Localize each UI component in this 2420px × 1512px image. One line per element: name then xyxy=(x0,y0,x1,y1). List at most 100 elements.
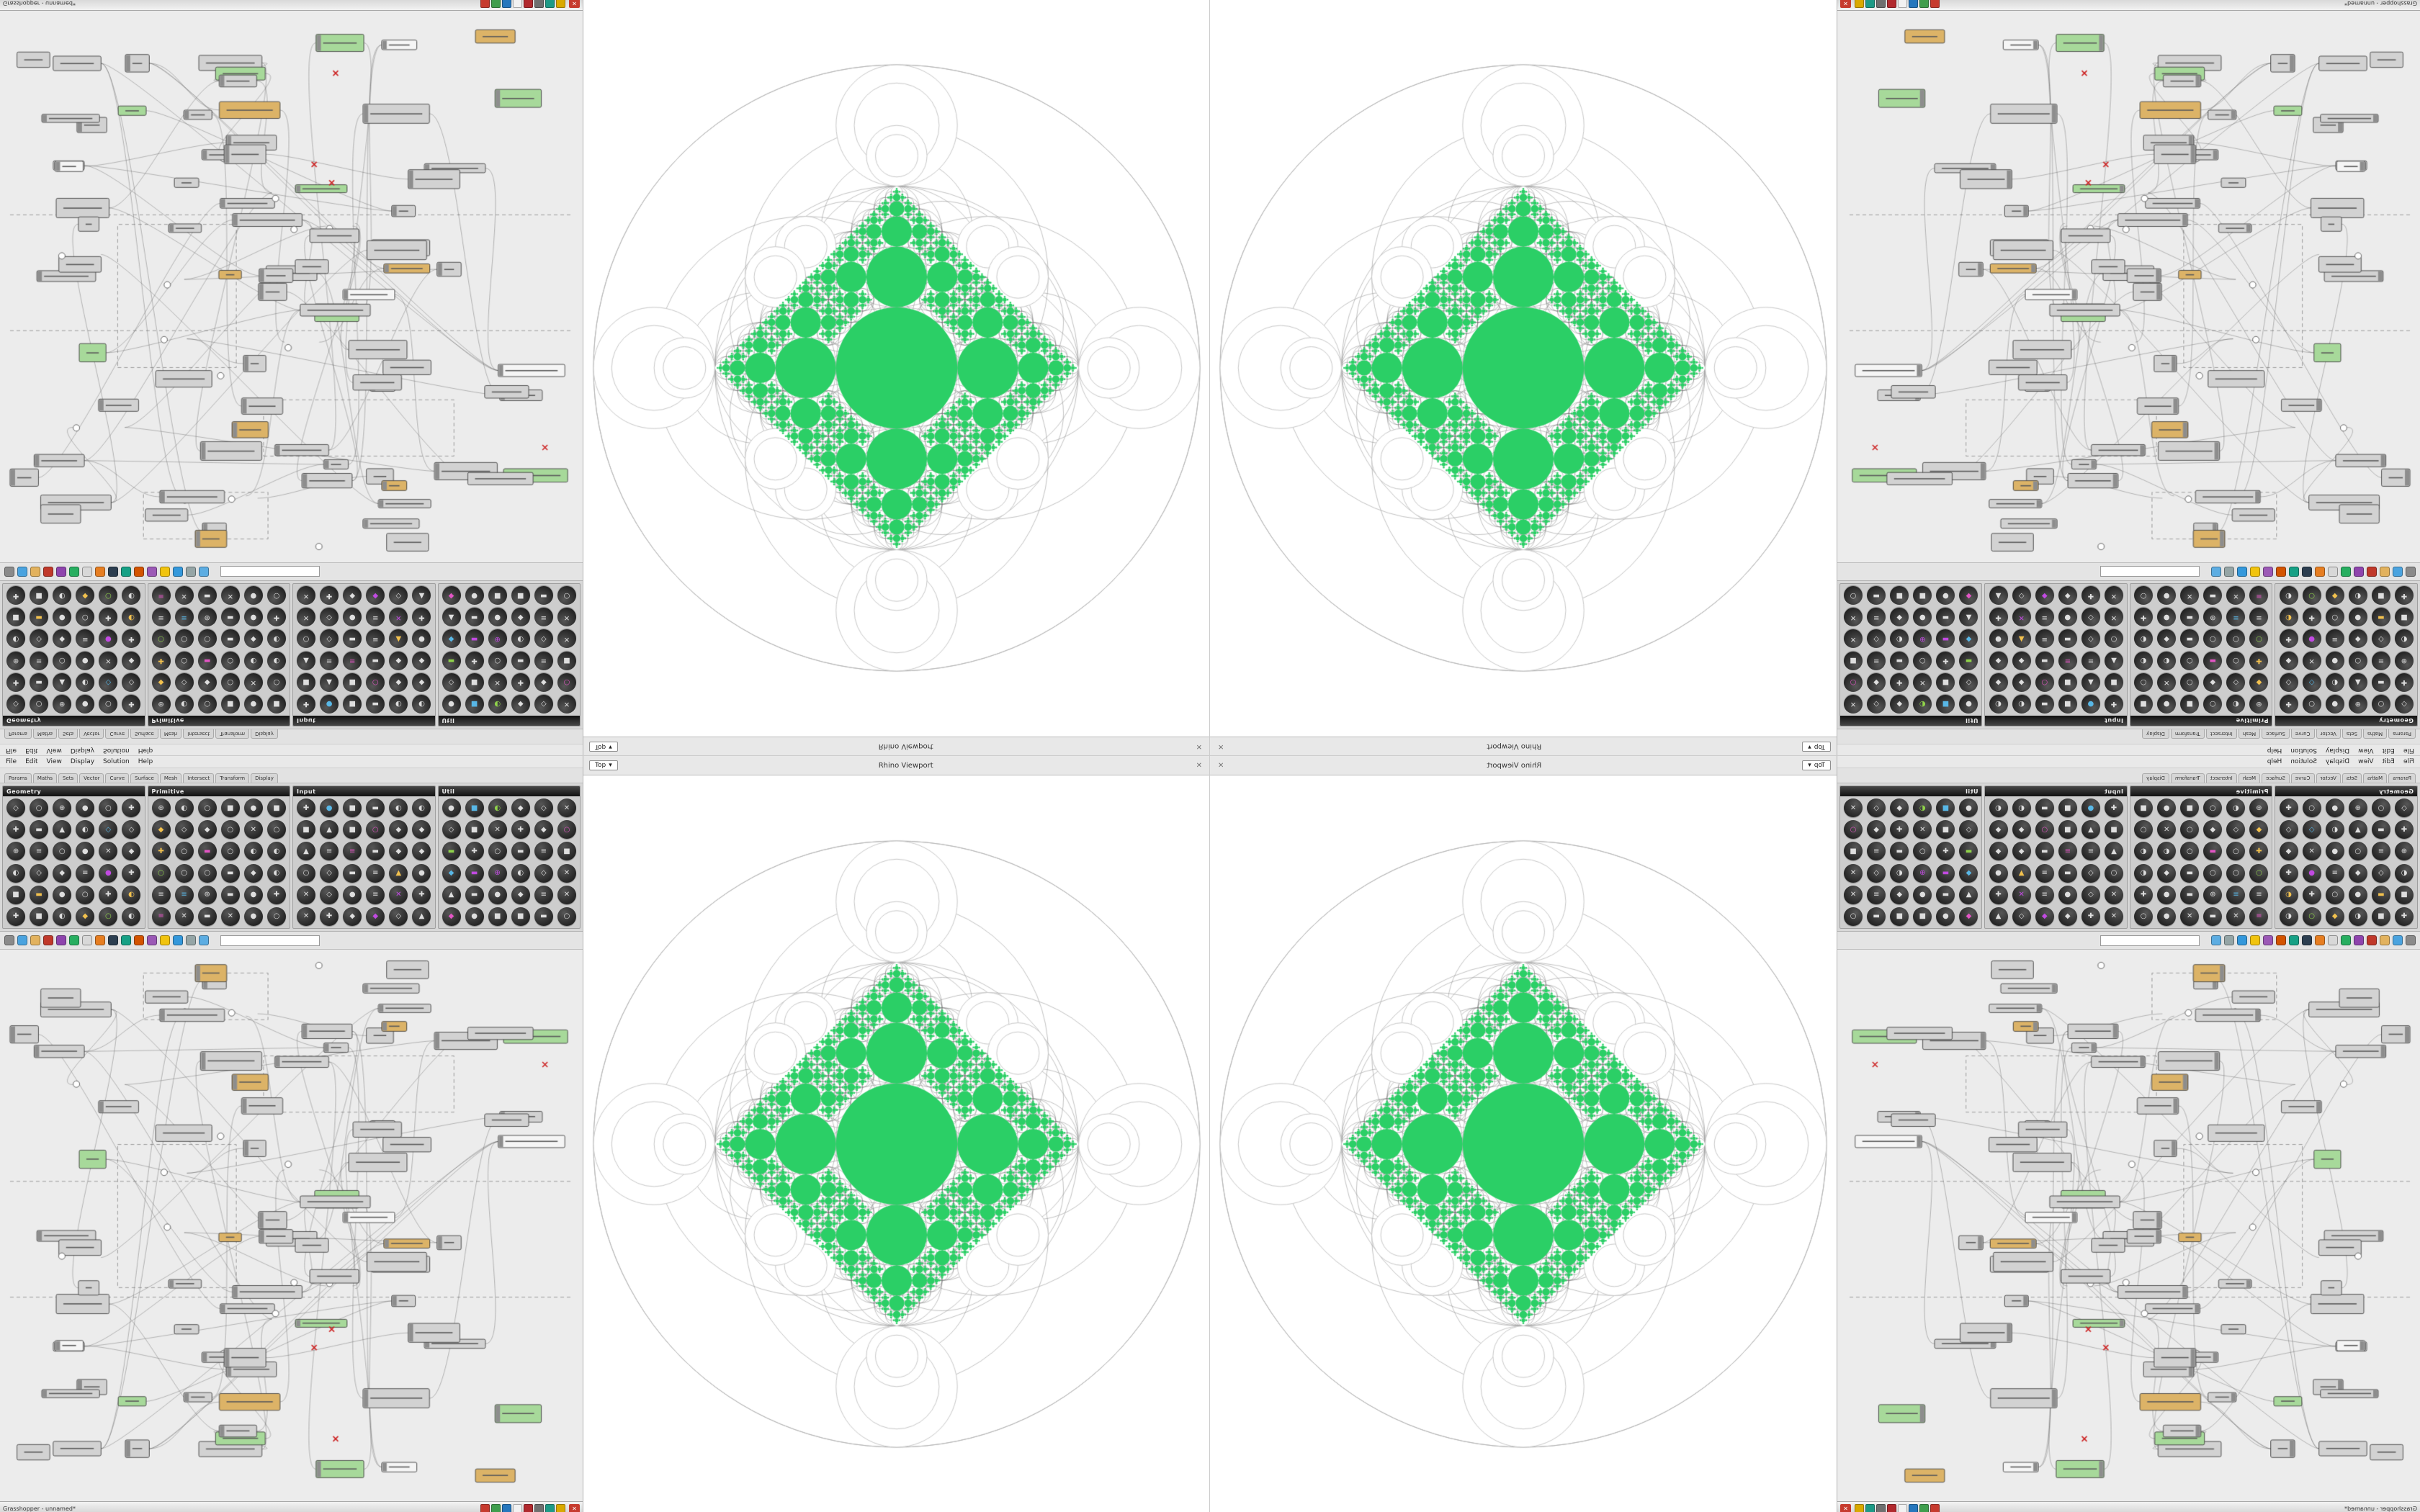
component-icon[interactable]: ◇ xyxy=(534,863,553,883)
component-icon[interactable]: ■ xyxy=(6,885,26,904)
component-icon[interactable]: ◐ xyxy=(122,906,141,926)
tray-blue-icon[interactable] xyxy=(502,0,511,9)
component-icon[interactable]: ≡ xyxy=(2035,885,2054,904)
component-icon[interactable]: ○ xyxy=(2035,820,2054,840)
component-icon[interactable]: ◆ xyxy=(2249,672,2269,692)
component-icon[interactable]: ≡ xyxy=(366,863,385,883)
component-icon[interactable]: ▬ xyxy=(2371,672,2390,692)
component-icon[interactable]: ● xyxy=(2348,885,2367,904)
component-icon[interactable]: ◐ xyxy=(2134,842,2154,861)
component-icon[interactable]: ≡ xyxy=(30,842,49,861)
component-icon[interactable]: ◆ xyxy=(1890,695,1909,714)
component-icon[interactable]: ◐ xyxy=(2348,586,2367,606)
toolbar-icon-12[interactable] xyxy=(2263,935,2273,945)
component-icon[interactable]: ● xyxy=(99,863,118,883)
tray-green-icon[interactable] xyxy=(491,0,501,9)
component-icon[interactable]: ○ xyxy=(174,651,194,670)
component-icon[interactable]: ■ xyxy=(2394,608,2414,627)
tab-mesh[interactable]: Mesh xyxy=(2238,729,2261,739)
component-icon[interactable]: ▬ xyxy=(197,586,217,606)
component-icon[interactable]: ■ xyxy=(2104,820,2123,840)
component-icon[interactable]: ◆ xyxy=(389,651,408,670)
component-icon[interactable]: ■ xyxy=(343,672,362,692)
component-icon[interactable]: ▲ xyxy=(442,608,461,627)
component-icon[interactable]: ● xyxy=(488,608,507,627)
component-icon[interactable]: ◐ xyxy=(2226,798,2246,817)
component-icon[interactable]: ⊕ xyxy=(1913,863,1932,883)
component-icon[interactable]: ○ xyxy=(2348,651,2367,670)
toolbar-icon-12[interactable] xyxy=(147,567,157,577)
component-icon[interactable]: ▬ xyxy=(2180,863,2200,883)
menu-item-file[interactable]: File xyxy=(6,747,17,754)
component-icon[interactable]: ✚ xyxy=(2279,863,2298,883)
tab-mesh[interactable]: Mesh xyxy=(2238,773,2261,783)
tray-amber-icon[interactable] xyxy=(1855,0,1864,9)
component-icon[interactable]: ✚ xyxy=(320,906,339,926)
component-icon[interactable]: ◆ xyxy=(1989,651,2008,670)
component-icon[interactable]: ▲ xyxy=(2348,672,2367,692)
component-icon[interactable]: ▬ xyxy=(511,842,530,861)
component-icon[interactable]: ○ xyxy=(366,672,385,692)
component-icon[interactable]: ◐ xyxy=(1989,695,2008,714)
component-icon[interactable]: ● xyxy=(243,798,263,817)
component-icon[interactable]: ◐ xyxy=(2279,586,2298,606)
component-icon[interactable]: ▲ xyxy=(297,842,316,861)
component-icon[interactable]: ≡ xyxy=(2249,906,2269,926)
component-icon[interactable]: ▬ xyxy=(30,672,49,692)
toolbar-icon-13[interactable] xyxy=(2250,567,2260,577)
component-icon[interactable]: ◆ xyxy=(122,842,141,861)
component-icon[interactable]: ⊕ xyxy=(197,885,217,904)
tray-crimson-icon[interactable] xyxy=(1887,1503,1896,1512)
toolbar-icon-10[interactable] xyxy=(2289,935,2299,945)
component-icon[interactable]: ▲ xyxy=(2012,863,2031,883)
component-icon[interactable]: ◐ xyxy=(389,695,408,714)
component-icon[interactable]: ● xyxy=(2325,798,2344,817)
tray-amber-icon[interactable] xyxy=(1855,1503,1864,1512)
component-icon[interactable]: ● xyxy=(488,885,507,904)
component-icon[interactable]: ◇ xyxy=(30,629,49,649)
component-icon[interactable]: ✚ xyxy=(1890,820,1909,840)
tab-transform[interactable]: Transform xyxy=(215,729,250,739)
component-icon[interactable]: ▲ xyxy=(389,629,408,649)
component-icon[interactable]: ✕ xyxy=(488,820,507,840)
component-icon[interactable]: ◐ xyxy=(122,608,141,627)
component-icon[interactable]: ✕ xyxy=(99,842,118,861)
component-icon[interactable]: ◆ xyxy=(389,672,408,692)
node-graph-canvas[interactable] xyxy=(1837,11,2420,562)
component-icon[interactable]: ✚ xyxy=(2104,798,2123,817)
component-icon[interactable]: ✕ xyxy=(1844,798,1863,817)
tray-red-icon[interactable] xyxy=(1930,0,1940,9)
component-icon[interactable]: ▲ xyxy=(53,820,72,840)
component-icon[interactable]: ◆ xyxy=(442,629,461,649)
tab-sets[interactable]: Sets xyxy=(2341,729,2362,739)
component-icon[interactable]: ✚ xyxy=(1936,842,1955,861)
component-icon[interactable]: ▬ xyxy=(2058,863,2077,883)
component-icon[interactable]: ■ xyxy=(1844,651,1863,670)
component-icon[interactable]: ▬ xyxy=(2035,798,2054,817)
component-icon[interactable]: ○ xyxy=(2203,798,2223,817)
component-icon[interactable]: ⊕ xyxy=(2249,798,2269,817)
component-icon[interactable]: ■ xyxy=(1890,906,1909,926)
component-icon[interactable]: ◆ xyxy=(2058,586,2077,606)
component-icon[interactable]: ◆ xyxy=(412,651,431,670)
component-icon[interactable]: ■ xyxy=(343,798,362,817)
menu-item-view[interactable]: View xyxy=(2358,747,2374,754)
toolbar-icon-1[interactable] xyxy=(4,935,14,945)
component-icon[interactable]: ≡ xyxy=(2249,586,2269,606)
tab-surface[interactable]: Surface xyxy=(2262,773,2290,783)
component-icon[interactable]: ◐ xyxy=(2279,885,2298,904)
component-icon[interactable]: ✕ xyxy=(557,798,576,817)
viewport-tab-top[interactable]: Top ▾ xyxy=(589,760,618,770)
component-icon[interactable]: ◆ xyxy=(243,629,263,649)
component-icon[interactable]: ◇ xyxy=(320,885,339,904)
component-icon[interactable]: ○ xyxy=(151,863,171,883)
component-icon[interactable]: ● xyxy=(1989,629,2008,649)
component-icon[interactable]: ✕ xyxy=(488,672,507,692)
component-icon[interactable]: ◇ xyxy=(6,798,26,817)
component-icon[interactable]: ≡ xyxy=(366,885,385,904)
component-icon[interactable]: ○ xyxy=(297,629,316,649)
component-icon[interactable]: ● xyxy=(2157,586,2177,606)
component-icon[interactable]: ▬ xyxy=(442,651,461,670)
component-icon[interactable]: ◐ xyxy=(2226,695,2246,714)
component-icon[interactable]: ▲ xyxy=(442,885,461,904)
